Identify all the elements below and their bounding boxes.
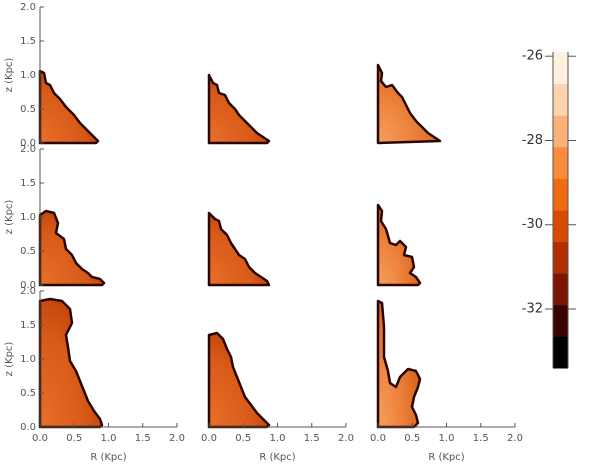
density-region [376, 63, 442, 145]
x-tick-label: 0.0 [201, 433, 217, 444]
colorbar-band [553, 115, 568, 148]
density-region [38, 297, 104, 429]
y-tick-label: 2.0 [20, 144, 36, 155]
y-tick-label: 1.0 [20, 212, 36, 223]
y-tick-label: 2.0 [20, 2, 36, 13]
x-tick-label: 1.0 [439, 433, 455, 444]
colorbar-band [553, 241, 568, 274]
colorbar-band [553, 273, 568, 306]
x-tick-label: 2.0 [507, 433, 523, 444]
y-tick-label: 0.0 [20, 422, 36, 433]
y-tick-label: 1.5 [20, 320, 36, 331]
x-axis-label: R (Kpc) [428, 452, 464, 463]
colorbar-tick-label: -30 [522, 217, 543, 232]
colorbar-band [553, 210, 568, 243]
y-axis-label: z (Kpc) [4, 200, 15, 235]
y-tick-label: 1.0 [20, 70, 36, 81]
y-tick-label: 1.5 [20, 178, 36, 189]
colorbar-tick-label: -26 [522, 49, 543, 64]
density-region [207, 73, 271, 145]
colorbar-tick-label: -32 [522, 302, 543, 317]
y-axis-label: z (Kpc) [4, 58, 15, 93]
density-region [207, 331, 271, 429]
x-tick-label: 0.5 [404, 433, 420, 444]
y-tick-label: 0.5 [20, 246, 36, 257]
x-tick-label: 1.0 [101, 433, 117, 444]
density-region [38, 69, 100, 145]
density-region [376, 203, 422, 287]
y-tick-label: 1.5 [20, 36, 36, 47]
x-tick-label: 0.5 [235, 433, 251, 444]
colorbar-band [553, 336, 568, 369]
density-region [207, 211, 271, 287]
y-tick-label: 0.5 [20, 388, 36, 399]
y-tick-label: 2.0 [20, 286, 36, 297]
x-tick-label: 0.5 [66, 433, 82, 444]
density-maps [38, 63, 442, 429]
colorbar-band [553, 52, 568, 85]
y-tick-label: 1.0 [20, 354, 36, 365]
x-tick-label: 1.5 [135, 433, 151, 444]
colorbar-band [553, 178, 568, 211]
y-tick-label: 0.0 [20, 280, 36, 291]
colorbar-tick-label: -28 [522, 133, 543, 148]
x-tick-label: 2.0 [169, 433, 185, 444]
density-region [376, 299, 422, 429]
x-axis-label: R (Kpc) [90, 452, 126, 463]
colorbar-band [553, 146, 568, 179]
density-region [38, 209, 106, 287]
x-tick-label: 0.0 [370, 433, 386, 444]
x-tick-label: 1.5 [473, 433, 489, 444]
x-axis-label: R (Kpc) [259, 452, 295, 463]
x-tick-label: 1.5 [304, 433, 320, 444]
x-tick-label: 0.0 [32, 433, 48, 444]
colorbar: -26 -28 -30 -32 [522, 49, 576, 369]
x-tick-label: 1.0 [270, 433, 286, 444]
colorbar-band [553, 304, 568, 337]
y-tick-label: 0.0 [20, 138, 36, 149]
x-tick-label: 2.0 [338, 433, 354, 444]
y-axis-label: z (Kpc) [4, 342, 15, 377]
y-tick-label: 0.5 [20, 104, 36, 115]
colorbar-band [553, 83, 568, 116]
